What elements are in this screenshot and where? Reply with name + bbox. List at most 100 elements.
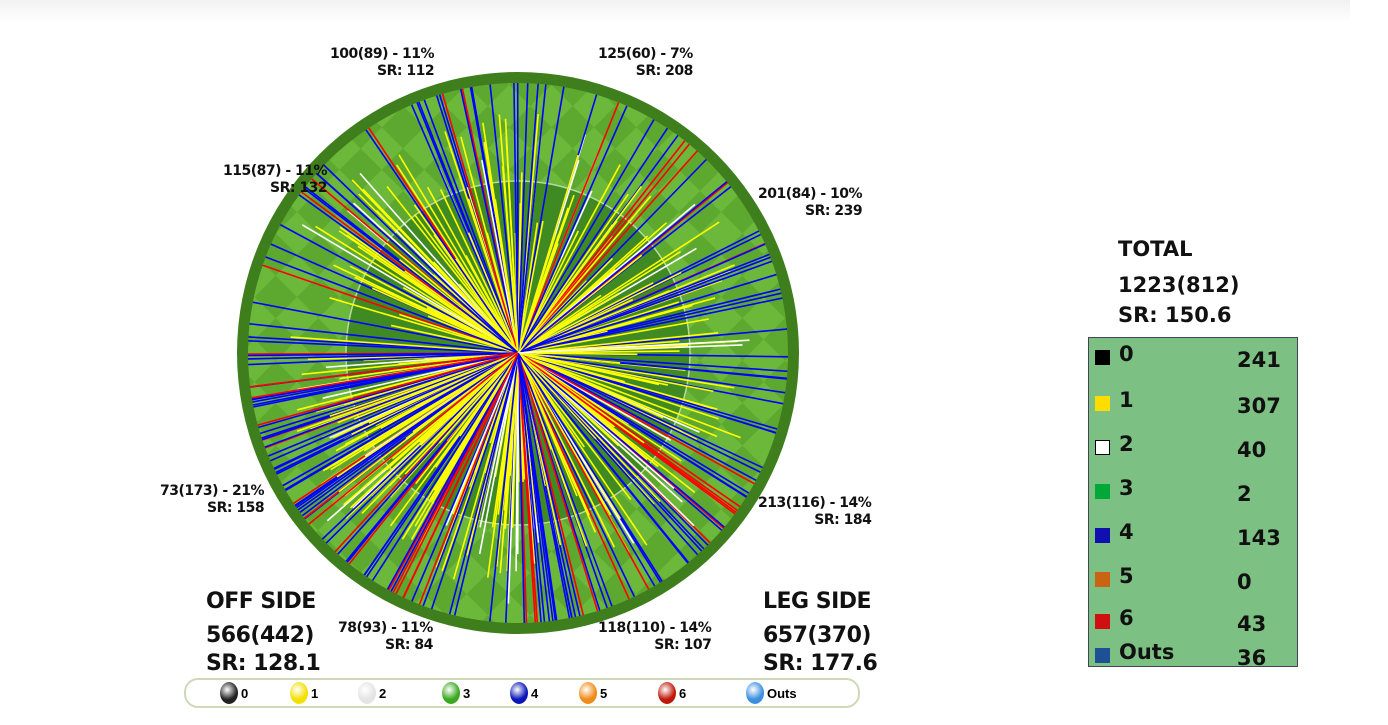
- shot-line-1: [517, 352, 577, 489]
- legend-item: 4: [510, 682, 538, 704]
- shot-line-4: [517, 84, 547, 354]
- shot-line-1: [517, 352, 632, 500]
- color-swatch: [1095, 440, 1110, 455]
- run-count: 2: [1237, 482, 1252, 506]
- shot-line-4: [517, 292, 782, 354]
- color-swatch: [1095, 484, 1110, 499]
- ball-icon: [220, 682, 238, 704]
- shot-line-4: [517, 352, 763, 469]
- shot-line-1: [517, 352, 658, 416]
- sector-label: 201(84) - 10% SR: 239: [758, 186, 863, 220]
- sector-runs: 125(60) - 7%: [598, 46, 693, 62]
- legend-label: 6: [679, 685, 687, 701]
- shot-line-4: [249, 322, 519, 354]
- shot-line-1: [517, 352, 718, 410]
- sector-sr: SR: 107: [654, 637, 712, 653]
- run-type: 5: [1119, 564, 1134, 588]
- color-swatch: [1095, 396, 1110, 411]
- sector-runs: 100(89) - 11%: [330, 46, 435, 62]
- legend: 0 1 2 3 4 5 6 Outs: [184, 678, 860, 708]
- shot-line-4: [517, 119, 655, 354]
- shot-line-4: [517, 352, 546, 622]
- shot-line-4: [315, 172, 519, 354]
- sector-runs: 115(87) - 11%: [223, 163, 328, 179]
- shot-line-1: [517, 318, 710, 354]
- shot-line-1: [517, 352, 696, 494]
- shot-line-1: [460, 136, 519, 354]
- shot-line-4: [323, 164, 519, 354]
- ball-icon: [746, 682, 764, 704]
- sector-sr: SR: 158: [207, 500, 265, 516]
- shot-line-4: [517, 105, 628, 354]
- shot-line-4: [270, 352, 519, 462]
- shot-line-1: [330, 352, 519, 471]
- breakdown-row: 4 143: [1089, 520, 1297, 550]
- leg-side-runs: 657(370): [763, 623, 871, 648]
- shot-line-1: [509, 352, 519, 477]
- legend-item: 0: [220, 682, 248, 704]
- shot-line-1: [517, 352, 604, 503]
- legend-item: 2: [358, 682, 386, 704]
- shot-line-6: [517, 102, 620, 354]
- leg-side-summary: LEG SIDE 657(370) SR: 177.6: [763, 588, 878, 678]
- shot-line-1: [467, 232, 519, 354]
- shot-line-4: [453, 352, 519, 616]
- sector-sr: SR: 112: [377, 63, 435, 79]
- run-type: Outs: [1119, 640, 1175, 664]
- ball-icon: [579, 682, 597, 704]
- shot-line-4: [345, 352, 519, 562]
- off-side-runs: 566(442): [206, 623, 314, 648]
- sector-label: 73(173) - 21% SR: 158: [160, 483, 265, 517]
- shot-line-1: [338, 230, 519, 354]
- shot-line-4: [517, 352, 786, 394]
- sector-label: 115(87) - 11% SR: 132: [223, 163, 328, 197]
- shot-line-2: [445, 352, 519, 526]
- shot-line-1: [517, 352, 620, 447]
- shot-line-1: [386, 185, 519, 354]
- legend-label: Outs: [767, 685, 797, 701]
- shot-line-4: [513, 83, 519, 354]
- top-bar: [0, 0, 1350, 22]
- run-count: 241: [1237, 348, 1281, 372]
- shot-line-1: [426, 186, 519, 354]
- leg-side-title: LEG SIDE: [763, 589, 872, 614]
- shot-line-4: [517, 83, 529, 354]
- shot-line-6: [517, 352, 599, 612]
- shot-line-1: [517, 154, 579, 354]
- run-type: 4: [1119, 520, 1134, 544]
- shot-line-1: [290, 336, 519, 354]
- shot-line-1: [517, 220, 544, 354]
- legend-label: 2: [379, 685, 387, 701]
- sector-label: 213(116) - 14% SR: 184: [758, 495, 872, 529]
- breakdown-row: 1 307: [1089, 388, 1297, 418]
- ball-icon: [358, 682, 376, 704]
- sector-sr: SR: 239: [805, 203, 863, 219]
- shot-line-4: [248, 352, 519, 366]
- breakdown-row: 2 40: [1089, 432, 1297, 462]
- shot-line-1: [385, 352, 519, 471]
- shot-line-6: [517, 352, 755, 485]
- shot-line-1: [517, 352, 621, 364]
- shot-line-1: [402, 286, 519, 354]
- shot-line-4: [366, 352, 519, 578]
- shot-line-4: [517, 158, 707, 354]
- color-swatch: [1095, 350, 1110, 365]
- sector-sr: SR: 208: [635, 63, 694, 79]
- legend-label: 0: [241, 685, 249, 701]
- ball-icon: [510, 682, 528, 704]
- shot-line-6: [257, 352, 519, 426]
- shot-line-1: [410, 352, 519, 540]
- legend-item: 3: [442, 682, 470, 704]
- total-sr: SR: 150.6: [1118, 303, 1232, 327]
- shot-line-1: [517, 164, 621, 354]
- shot-line-1: [349, 265, 519, 354]
- run-count: 307: [1237, 394, 1281, 418]
- shot-line-1: [362, 188, 519, 354]
- shot-line-4: [517, 352, 526, 623]
- shot-line-1: [439, 189, 519, 354]
- legend-item: Outs: [746, 682, 797, 704]
- shot-line-6: [441, 93, 519, 354]
- shot-line-4: [280, 224, 519, 354]
- sector-runs: 78(93) - 11%: [338, 620, 433, 636]
